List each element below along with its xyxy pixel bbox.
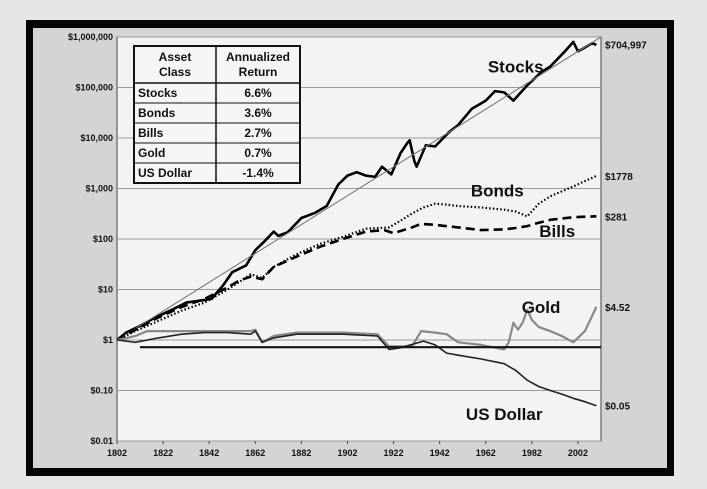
series-line-bonds xyxy=(116,174,597,341)
series-label-bonds: Bonds xyxy=(471,181,524,200)
y-tick-label: $100,000 xyxy=(75,83,113,93)
x-tick-label: 1922 xyxy=(384,448,404,458)
x-tick-label: 1942 xyxy=(430,448,450,458)
x-tick-label: 1882 xyxy=(291,448,311,458)
end-label-stocks: $704,997 xyxy=(605,41,647,52)
series-line-gold xyxy=(116,306,598,351)
series-line-stocks xyxy=(116,40,597,342)
chart-frame: $1,000,000 $100,000 $10,000 $1,000 $100 $10 $1… xyxy=(26,20,674,476)
x-tick-label: 1802 xyxy=(107,448,127,458)
end-label-gold: $4.52 xyxy=(605,303,630,314)
y-tick-label: $0.01 xyxy=(90,436,113,446)
y-tick-label: $0.10 xyxy=(90,386,113,396)
y-tick-label: $1,000 xyxy=(85,184,113,194)
x-tick-label: 1962 xyxy=(476,448,496,458)
end-label-bonds: $1778 xyxy=(605,172,633,183)
table-header-text: Asset xyxy=(159,50,192,64)
table-return-cell: 2.7% xyxy=(244,126,272,140)
y-tick-label: $1,000,000 xyxy=(68,32,113,42)
chart: $1,000,000 $100,000 $10,000 $1,000 $100 $10 $1… xyxy=(33,28,667,468)
series-line-bills xyxy=(116,215,597,342)
y-tick-label: $100 xyxy=(93,234,113,244)
x-tick-label: 1842 xyxy=(199,448,219,458)
series-label-stocks: Stocks xyxy=(488,57,544,76)
x-tick-label: 1982 xyxy=(522,448,542,458)
table-asset-cell: Bills xyxy=(138,126,164,140)
y-tick-label: $1 xyxy=(103,335,113,345)
x-tick-label: 1822 xyxy=(153,448,173,458)
table-header-text: Return xyxy=(239,65,278,79)
table-return-cell: 0.7% xyxy=(244,146,272,160)
table-return-cell: 3.6% xyxy=(244,106,272,120)
series-label-gold: Gold xyxy=(522,298,561,317)
table-return-cell: 6.6% xyxy=(244,86,272,100)
table-asset-cell: Stocks xyxy=(138,86,178,100)
y-tick-label: $10,000 xyxy=(80,133,113,143)
table-asset-cell: Bonds xyxy=(138,106,176,120)
series-label-us-dollar: US Dollar xyxy=(466,405,543,424)
series-label-bills: Bills xyxy=(539,222,575,241)
table-header-text: Annualized xyxy=(226,50,290,64)
x-tick-label: 1862 xyxy=(245,448,265,458)
table-asset-cell: US Dollar xyxy=(138,166,192,180)
series-line-stocks-trend xyxy=(116,36,602,341)
table-header-text: Class xyxy=(159,65,191,79)
x-tick-label: 1902 xyxy=(337,448,357,458)
end-label-bills: $281 xyxy=(605,212,628,223)
x-tick-label: 2002 xyxy=(568,448,588,458)
end-label-us-dollar: $0.05 xyxy=(605,402,630,413)
data-table-frame xyxy=(133,45,301,184)
table-asset-cell: Gold xyxy=(138,146,165,160)
table-return-cell: -1.4% xyxy=(242,166,274,180)
y-tick-label: $10 xyxy=(98,285,113,295)
